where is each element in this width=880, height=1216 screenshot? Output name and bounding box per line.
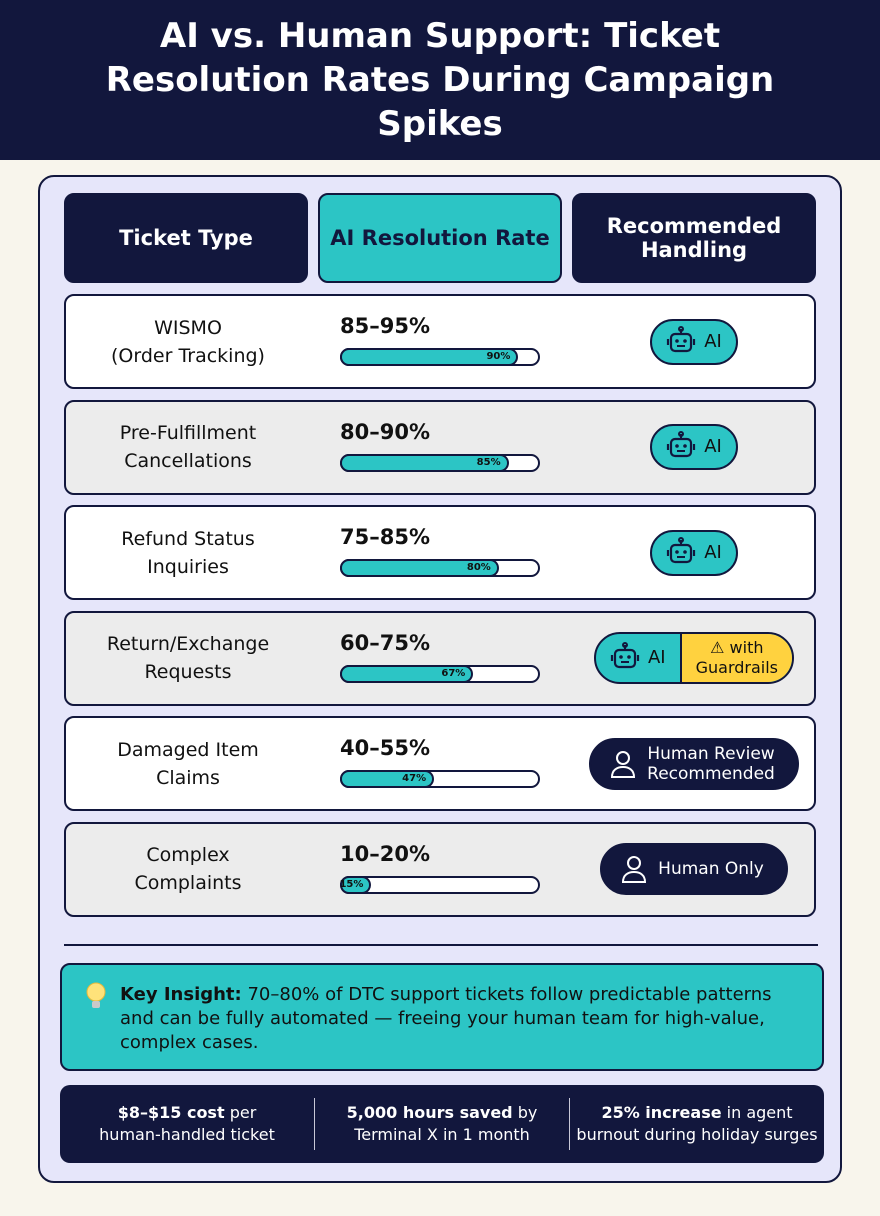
rate-label: 67% xyxy=(441,667,466,679)
ai-segment: AI xyxy=(652,532,736,574)
rate-label: 90% xyxy=(486,351,511,362)
ai-segment: AI xyxy=(652,426,736,468)
rate-label: 47% xyxy=(402,773,427,784)
robot-icon xyxy=(667,325,696,352)
robot-icon xyxy=(667,536,696,563)
table-row: Return/Exchange Requests 60–75% 67% AI ⚠ wit… xyxy=(64,610,818,706)
rate-track: 47% xyxy=(340,770,540,788)
separator xyxy=(64,944,818,946)
handling-pill: Human Only xyxy=(600,843,788,895)
ticket-type: Return/Exchange Requests xyxy=(106,633,270,683)
ai-label: AI xyxy=(704,436,722,457)
table-row: WISMO (Order Tracking) 85–95% 90% AI xyxy=(64,294,816,389)
rate-range: 85–95% xyxy=(340,314,430,338)
stat-text: per human-handled ticket xyxy=(99,1103,275,1144)
stat: 25% increase in agent burnout during hol… xyxy=(570,1102,824,1146)
ai-label: AI xyxy=(704,541,722,563)
rate-label: 15% xyxy=(339,878,364,890)
rate-track: 67% xyxy=(340,664,540,683)
bulb-icon xyxy=(86,982,106,1008)
handling-pill: AI ⚠ with Guardrails xyxy=(593,632,795,684)
column-header: Recommended Handling xyxy=(572,193,816,283)
rate-range: 75–85% xyxy=(340,525,430,549)
table-row: Pre-Fulfillment Cancellations 80–90% 85% AI xyxy=(64,399,818,495)
table-row: Refund Status Inquiries 75–85% 80% AI xyxy=(64,505,816,600)
rate-range: 40–55% xyxy=(340,736,430,760)
handling-pill: Human Review Recommended xyxy=(589,737,799,790)
human-label: Human Only xyxy=(658,859,764,879)
rate-bar: 15% xyxy=(339,875,372,894)
person-icon xyxy=(611,750,636,778)
rate-bar: 85% xyxy=(340,453,509,472)
rate-track: 90% xyxy=(340,348,540,366)
handling: AI xyxy=(570,296,818,387)
stat-text: in agent burnout during holiday surges xyxy=(576,1103,818,1144)
header: AI vs. Human Support: Ticket Resolution … xyxy=(0,0,880,160)
insight-text: 70–80% of DTC support tickets follow pre… xyxy=(120,984,772,1053)
insight-box: Key Insight: 70–80% of DTC support ticke… xyxy=(60,963,824,1071)
ai-segment: AI xyxy=(652,321,736,363)
stat-bold: 25% increase xyxy=(601,1103,722,1122)
ticket-type: Damaged Item Claims xyxy=(117,738,259,789)
handling-pill: AI xyxy=(650,424,738,470)
human-label: Human Review Recommended xyxy=(647,743,775,784)
rate-range: 10–20% xyxy=(340,841,430,866)
handling-pill: AI xyxy=(650,318,738,365)
warning-icon: ⚠ xyxy=(710,638,730,657)
stat-divider xyxy=(314,1098,315,1150)
rate-range: 80–90% xyxy=(340,419,430,444)
ai-label: AI xyxy=(704,330,722,352)
stat-bold: $8–$15 cost xyxy=(117,1103,225,1122)
rate-bar: 67% xyxy=(340,664,474,683)
stat: $8–$15 cost per human-handled ticket xyxy=(60,1102,314,1146)
column-header: Ticket Type xyxy=(64,193,308,283)
guardrails-label: ⚠ with Guardrails xyxy=(695,638,779,677)
rate-bar: 90% xyxy=(340,348,519,366)
robot-icon xyxy=(667,431,696,458)
stat-text: by Terminal X in 1 month xyxy=(354,1103,538,1144)
rate-track: 15% xyxy=(339,875,540,894)
ticket-type: Complex Complaints xyxy=(134,844,242,894)
handling-pill: AI xyxy=(650,529,738,576)
stats-bar: $8–$15 cost per human-handled ticket 5,00… xyxy=(60,1085,824,1163)
handling: Human Review Recommended xyxy=(570,718,818,809)
ai-label: AI xyxy=(647,647,666,668)
handling: Human Only xyxy=(570,824,818,915)
ticket-type: WISMO (Order Tracking) xyxy=(111,316,265,367)
rate-track: 80% xyxy=(340,559,540,577)
table-row: Complex Complaints 10–20% 15% Human Only xyxy=(64,821,818,917)
rate-bar: 80% xyxy=(340,559,499,577)
ai-segment: AI xyxy=(596,634,680,682)
rate-range: 60–75% xyxy=(340,630,430,655)
rate-label: 85% xyxy=(476,456,501,468)
stat-divider xyxy=(569,1098,570,1150)
robot-icon xyxy=(610,642,640,669)
handling: AI ⚠ with Guardrails xyxy=(570,613,818,704)
guardrails-segment: ⚠ with Guardrails xyxy=(679,634,793,682)
person-icon xyxy=(622,856,647,883)
ticket-type: Pre-Fulfillment Cancellations xyxy=(119,422,257,472)
ticket-type: Refund Status Inquiries xyxy=(121,527,255,578)
stat: 5,000 hours saved by Terminal X in 1 mon… xyxy=(315,1102,569,1146)
rate-bar: 47% xyxy=(340,770,435,788)
column-header: AI Resolution Rate xyxy=(318,193,562,283)
insight-label: Key Insight: xyxy=(120,984,242,1005)
stat-bold: 5,000 hours saved xyxy=(346,1103,513,1122)
handling: AI xyxy=(570,402,818,493)
handling: AI xyxy=(570,507,818,598)
title: AI vs. Human Support: Ticket Resolution … xyxy=(105,16,775,144)
rate-track: 85% xyxy=(340,453,540,472)
rate-label: 80% xyxy=(466,562,491,573)
table-row: Damaged Item Claims 40–55% 47% Human Review… xyxy=(64,716,816,811)
